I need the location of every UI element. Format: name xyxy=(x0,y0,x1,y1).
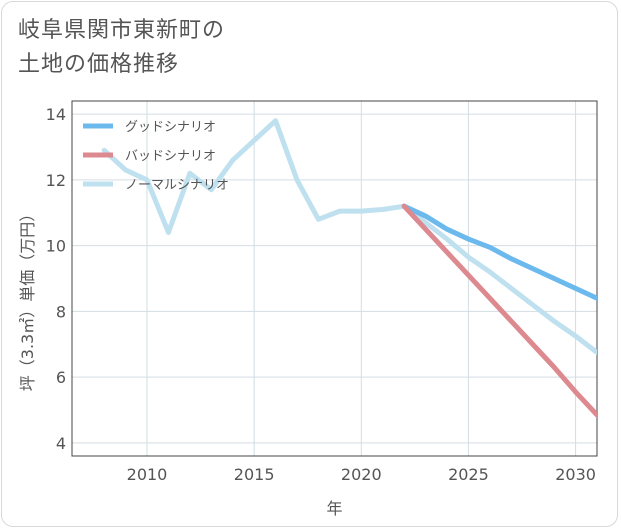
legend-label-0: グッドシナリオ xyxy=(125,120,216,135)
x-axis-ticks: 2010 2015 2020 2025 2030 xyxy=(127,465,596,484)
x-tick-label: 2020 xyxy=(341,465,382,484)
y-tick-label: 12 xyxy=(46,171,66,190)
plot-frame xyxy=(71,100,598,457)
series-lines xyxy=(101,118,597,418)
x-tick-label: 2030 xyxy=(555,465,596,484)
title-line-2: 土地の価格推移 xyxy=(18,52,180,77)
legend-label-2: ノーマルシナリオ xyxy=(125,178,229,193)
y-axis-label: 坪（3.3㎡）単価（万円） xyxy=(18,206,37,391)
y-axis-ticks: 4 6 8 10 12 14 xyxy=(46,105,66,453)
series-line-2 xyxy=(101,118,597,355)
title-line-1: 岐阜県関市東新町の xyxy=(18,18,226,43)
y-tick-label: 8 xyxy=(56,302,66,321)
x-axis-label: 年 xyxy=(326,499,342,518)
legend-label-1: バッドシナリオ xyxy=(125,149,216,164)
x-tick-label: 2010 xyxy=(127,465,168,484)
y-tick-label: 4 xyxy=(56,434,66,453)
page-title: 岐阜県関市東新町の 土地の価格推移 xyxy=(18,14,225,82)
y-tick-label: 10 xyxy=(46,237,66,256)
series-line-1 xyxy=(401,203,597,418)
x-tick-label: 2015 xyxy=(234,465,275,484)
y-tick-label: 14 xyxy=(46,105,66,124)
x-tick-label: 2025 xyxy=(448,465,489,484)
y-tick-label: 6 xyxy=(56,368,66,387)
series-line-0 xyxy=(401,203,597,301)
